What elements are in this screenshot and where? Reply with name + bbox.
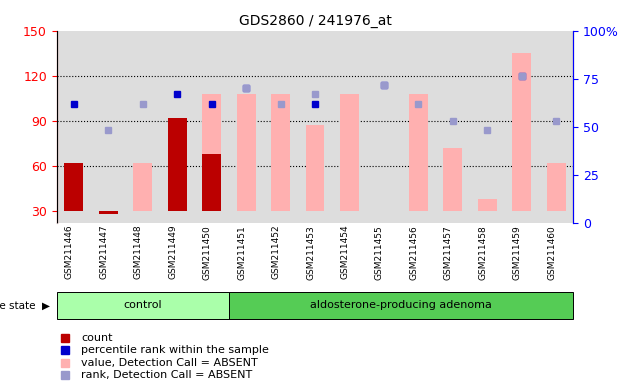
Text: aldosterone-producing adenoma: aldosterone-producing adenoma xyxy=(310,300,492,310)
Bar xyxy=(340,94,359,211)
Text: GSM211453: GSM211453 xyxy=(306,225,315,280)
Text: value, Detection Call = ABSENT: value, Detection Call = ABSENT xyxy=(81,358,258,368)
Text: percentile rank within the sample: percentile rank within the sample xyxy=(81,345,269,355)
Bar xyxy=(134,163,152,211)
Bar xyxy=(444,148,462,211)
Text: rank, Detection Call = ABSENT: rank, Detection Call = ABSENT xyxy=(81,370,253,380)
Bar xyxy=(512,53,531,211)
Bar xyxy=(271,94,290,211)
Text: GSM211447: GSM211447 xyxy=(100,225,108,280)
Text: GSM211457: GSM211457 xyxy=(444,225,453,280)
Text: GSM211448: GSM211448 xyxy=(134,225,143,280)
Text: GSM211455: GSM211455 xyxy=(375,225,384,280)
Text: GSM211454: GSM211454 xyxy=(340,225,350,280)
Text: GSM211459: GSM211459 xyxy=(513,225,522,280)
Text: GSM211456: GSM211456 xyxy=(410,225,418,280)
Bar xyxy=(57,292,229,319)
Bar xyxy=(409,94,428,211)
Text: GSM211446: GSM211446 xyxy=(65,225,74,280)
Bar xyxy=(237,94,256,211)
Bar xyxy=(202,94,221,211)
Bar xyxy=(202,154,221,211)
Text: count: count xyxy=(81,333,113,343)
Text: GSM211460: GSM211460 xyxy=(547,225,556,280)
Bar xyxy=(229,292,573,319)
Bar xyxy=(99,211,118,214)
Title: GDS2860 / 241976_at: GDS2860 / 241976_at xyxy=(239,14,391,28)
Text: control: control xyxy=(123,300,162,310)
Bar xyxy=(306,125,324,211)
Text: disease state  ▶: disease state ▶ xyxy=(0,300,50,310)
Text: GSM211458: GSM211458 xyxy=(478,225,487,280)
Bar xyxy=(64,163,83,211)
Bar xyxy=(168,118,186,211)
Bar xyxy=(478,199,496,211)
Bar xyxy=(547,163,566,211)
Text: GSM211450: GSM211450 xyxy=(203,225,212,280)
Text: GSM211449: GSM211449 xyxy=(168,225,177,280)
Text: GSM211452: GSM211452 xyxy=(272,225,280,280)
Text: GSM211451: GSM211451 xyxy=(237,225,246,280)
